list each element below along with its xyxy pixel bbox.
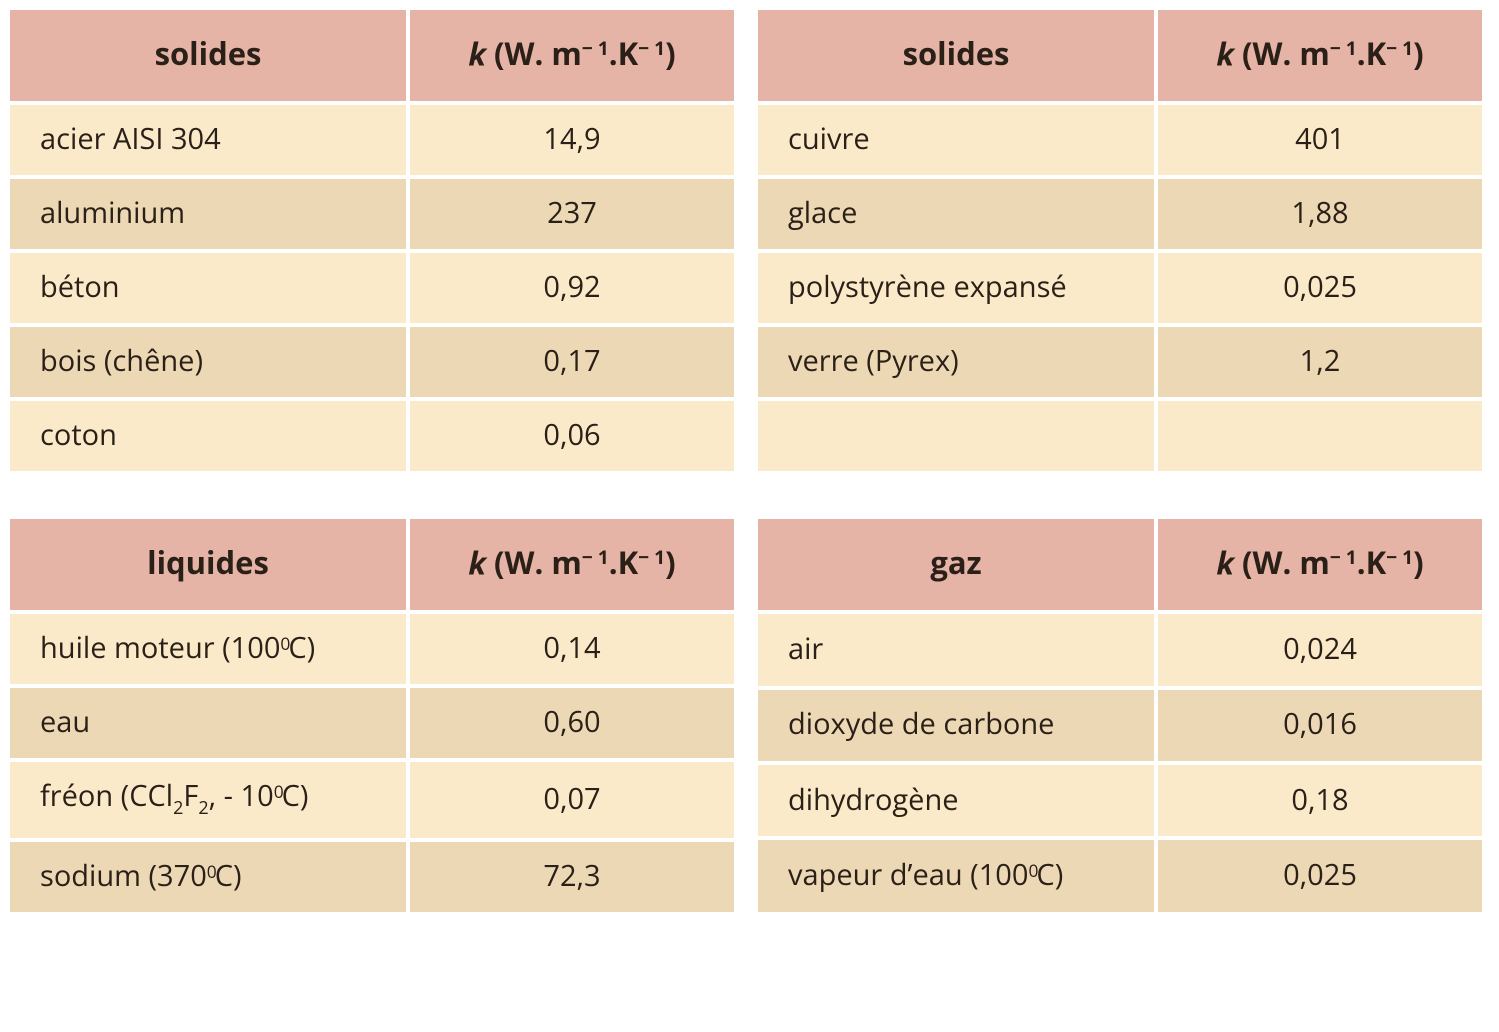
material-name: sodium (3700C) <box>10 842 406 912</box>
material-name <box>758 401 1154 471</box>
table-liquids: liquides k (W. m− 1.K− 1) huile moteur (… <box>6 515 738 916</box>
material-name: dihydrogène <box>758 765 1154 836</box>
k-value: 0,025 <box>1158 253 1482 323</box>
table-header-row: gaz k (W. m− 1.K− 1) <box>758 519 1482 610</box>
table-row: dioxyde de carbone0,016 <box>758 690 1482 761</box>
table-row: dihydrogène0,18 <box>758 765 1482 836</box>
material-name: verre (Pyrex) <box>758 327 1154 397</box>
table-row: glace1,88 <box>758 179 1482 249</box>
table-body: huile moteur (1000C)0,14eau0,60fréon (CC… <box>10 614 734 911</box>
column-header-category: gaz <box>758 519 1154 610</box>
table-body: cuivre401glace1,88polystyrène expansé0,0… <box>758 105 1482 470</box>
thermal-conductivity-tables: solides k (W. m− 1.K− 1) acier AISI 3041… <box>0 0 1499 928</box>
table-row: verre (Pyrex)1,2 <box>758 327 1482 397</box>
table-body: acier AISI 30414,9aluminium237béton0,92b… <box>10 105 734 470</box>
table-row <box>758 401 1482 471</box>
column-header-k-unit: k (W. m− 1.K− 1) <box>1158 519 1482 610</box>
table-row: polystyrène expansé0,025 <box>758 253 1482 323</box>
k-value <box>1158 401 1482 471</box>
k-value: 14,9 <box>410 105 734 175</box>
k-value: 0,06 <box>410 401 734 471</box>
k-value: 0,07 <box>410 762 734 838</box>
material-name: cuivre <box>758 105 1154 175</box>
material-name: acier AISI 304 <box>10 105 406 175</box>
k-value: 401 <box>1158 105 1482 175</box>
table-solids-right: solides k (W. m− 1.K− 1) cuivre401glace1… <box>754 6 1486 475</box>
table-row: air0,024 <box>758 614 1482 685</box>
k-value: 0,92 <box>410 253 734 323</box>
table-row: aluminium237 <box>10 179 734 249</box>
table-body: air0,024dioxyde de carbone0,016dihydrogè… <box>758 614 1482 911</box>
table-row: fréon (CCl2F2, - 100C)0,07 <box>10 762 734 838</box>
column-header-category: solides <box>10 10 406 101</box>
k-value: 0,17 <box>410 327 734 397</box>
table-header-row: solides k (W. m− 1.K− 1) <box>10 10 734 101</box>
material-name: aluminium <box>10 179 406 249</box>
material-name: eau <box>10 688 406 758</box>
k-value: 237 <box>410 179 734 249</box>
k-value: 0,14 <box>410 614 734 684</box>
material-name: vapeur d’eau (1000C) <box>758 840 1154 911</box>
material-name: dioxyde de carbone <box>758 690 1154 761</box>
table-header-row: liquides k (W. m− 1.K− 1) <box>10 519 734 610</box>
k-value: 1,2 <box>1158 327 1482 397</box>
table-solids-left: solides k (W. m− 1.K− 1) acier AISI 3041… <box>6 6 738 475</box>
table-row: béton0,92 <box>10 253 734 323</box>
column-header-category: liquides <box>10 519 406 610</box>
table-gases: gaz k (W. m− 1.K− 1) air0,024dioxyde de … <box>754 515 1486 916</box>
material-name: glace <box>758 179 1154 249</box>
column-header-k-unit: k (W. m− 1.K− 1) <box>410 519 734 610</box>
material-name: air <box>758 614 1154 685</box>
table-row: vapeur d’eau (1000C)0,025 <box>758 840 1482 911</box>
material-name: polystyrène expansé <box>758 253 1154 323</box>
column-header-k-unit: k (W. m− 1.K− 1) <box>1158 10 1482 101</box>
table-row: eau0,60 <box>10 688 734 758</box>
table-row: cuivre401 <box>758 105 1482 175</box>
k-value: 72,3 <box>410 842 734 912</box>
material-name: huile moteur (1000C) <box>10 614 406 684</box>
column-header-k-unit: k (W. m− 1.K− 1) <box>410 10 734 101</box>
table-row: sodium (3700C)72,3 <box>10 842 734 912</box>
table-row: coton0,06 <box>10 401 734 471</box>
table-row: huile moteur (1000C)0,14 <box>10 614 734 684</box>
k-value: 0,024 <box>1158 614 1482 685</box>
material-name: béton <box>10 253 406 323</box>
column-header-category: solides <box>758 10 1154 101</box>
table-header-row: solides k (W. m− 1.K− 1) <box>758 10 1482 101</box>
k-value: 0,18 <box>1158 765 1482 836</box>
k-value: 0,016 <box>1158 690 1482 761</box>
k-value: 0,025 <box>1158 840 1482 911</box>
k-value: 1,88 <box>1158 179 1482 249</box>
table-pair-solids: solides k (W. m− 1.K− 1) acier AISI 3041… <box>6 6 1493 475</box>
table-row: bois (chêne)0,17 <box>10 327 734 397</box>
k-value: 0,60 <box>410 688 734 758</box>
table-pair-liquids-gases: liquides k (W. m− 1.K− 1) huile moteur (… <box>6 515 1493 916</box>
material-name: coton <box>10 401 406 471</box>
material-name: bois (chêne) <box>10 327 406 397</box>
table-row: acier AISI 30414,9 <box>10 105 734 175</box>
material-name: fréon (CCl2F2, - 100C) <box>10 762 406 838</box>
